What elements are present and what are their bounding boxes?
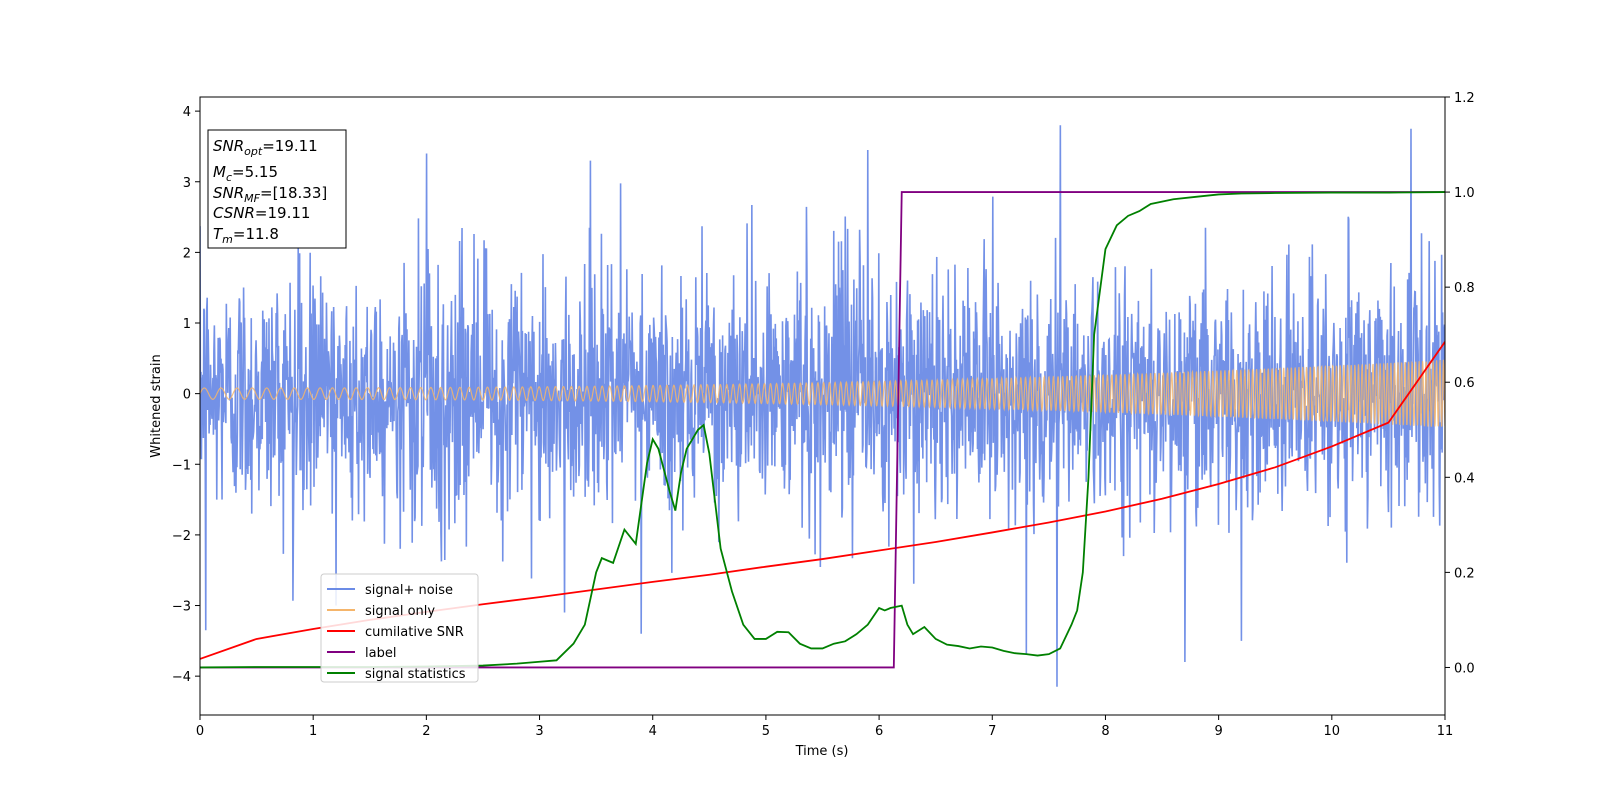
plot-frame [199,96,1446,716]
series-signal-statistics [200,191,1445,669]
y-right-tick-label: 0.0 [1454,661,1475,676]
y-left-tick-label: −2 [172,529,191,544]
y-left-tick-label: 2 [183,246,191,261]
annotation-line: SNRMF=[18.33] [213,184,327,205]
legend-label: signal+ noise [365,583,453,598]
y-right-tick-label: 0.8 [1454,281,1475,296]
legend-label: label [365,646,396,661]
y-right-tick-label: 0.4 [1454,471,1475,486]
series-signal-plus-noise [200,125,1445,687]
series-signal-only [200,359,1445,427]
x-tick-label: 1 [309,724,317,739]
x-tick-label: 5 [762,724,770,739]
legend-label: signal statistics [365,667,466,682]
x-tick-label: 9 [1214,724,1222,739]
x-tick-label: 2 [422,724,430,739]
y-left-tick-label: 4 [183,105,191,120]
x-tick-label: 3 [535,724,543,739]
legend-label: cumilative SNR [365,625,464,640]
y-right-tick-label: 0.2 [1454,566,1475,581]
annotation-line: CSNR=19.11 [213,204,310,222]
annotation-box: SNRopt=19.11 Mc=5.15SNRMF=[18.33]CSNR=19.… [207,129,347,249]
y-left-tick-label: −3 [172,600,191,615]
x-tick-label: 8 [1101,724,1109,739]
y-left-tick-label: 1 [183,317,191,332]
legend: signal+ noise signal only cumilative SNR la… [320,573,479,683]
x-tick-label: 10 [1324,724,1341,739]
series-label [200,191,1445,669]
y-right-tick-label: 0.6 [1454,376,1475,391]
annotation-frame [207,129,347,249]
y-right-tick-label: 1.2 [1454,91,1475,106]
y-left-tick-label: 0 [183,388,191,403]
legend-frame [320,573,479,683]
x-tick-label: 4 [649,724,657,739]
x-tick-label: 7 [988,724,996,739]
y-left-tick-label: 3 [183,176,191,191]
x-tick-label: 11 [1437,724,1454,739]
annotation-line: Tm=11.8 [213,225,279,246]
annotation-line: Mc=5.15 [213,163,278,184]
axes: 0 1 2 3 4 5 6 7 8 9 10 11 −4 −3 −2 −1 0 1 2 3 4 0.0 0.2 0.4 0.6 0… [172,91,1475,739]
annotation-line: SNRopt=19.11 [213,137,318,158]
y-left-tick-label: −1 [172,458,191,473]
y-right-tick-label: 1.0 [1454,186,1475,201]
x-tick-label: 6 [875,724,883,739]
legend-label: signal only [365,604,435,619]
x-axis-label: Time (s) [795,744,849,759]
y-left-tick-label: −4 [172,670,191,685]
x-tick-label: 0 [196,724,204,739]
y-axis-label: Whitened strain [149,354,164,457]
